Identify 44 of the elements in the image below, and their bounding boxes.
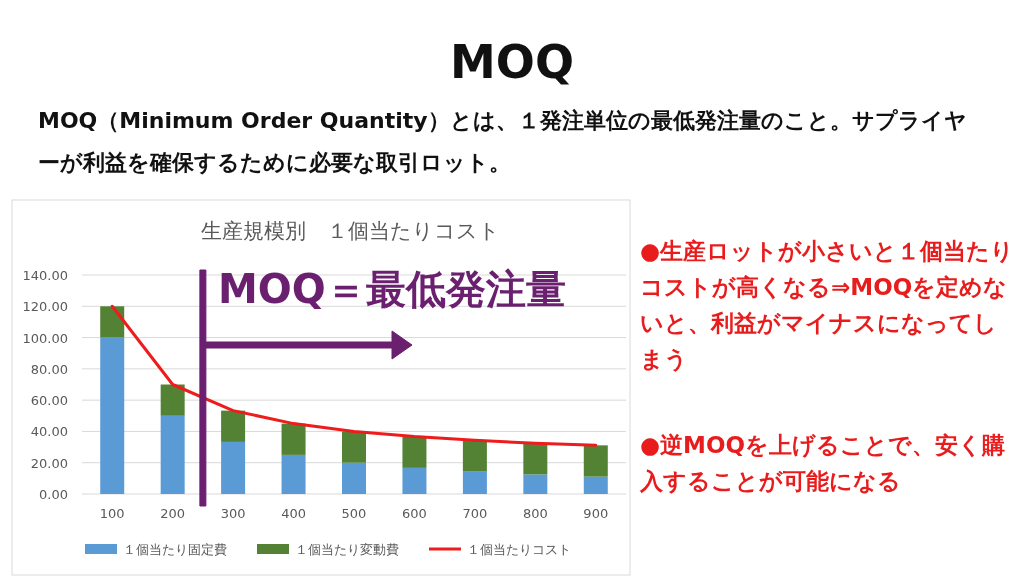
x-tick-label: 800	[522, 506, 548, 521]
bar	[342, 462, 366, 494]
bar	[402, 436, 427, 468]
y-tick-label: 140.00	[22, 268, 68, 283]
chart-title: MOQ	[450, 35, 574, 89]
x-tick-label: 300	[220, 506, 246, 521]
bar	[462, 440, 487, 472]
y-tick-label: 0.00	[39, 487, 68, 502]
y-tick-label: 40.00	[30, 424, 68, 440]
y-tick-label: 100.00	[22, 330, 68, 346]
bar	[583, 476, 608, 494]
bar	[462, 471, 487, 494]
bar	[221, 410, 246, 442]
text: ●逆MOQを上げることで、安く購入することが可能になる	[639, 432, 1006, 494]
bar	[221, 441, 246, 494]
x-tick-label: 100	[99, 506, 125, 521]
x-tick-label: 200	[160, 506, 186, 521]
bar	[523, 474, 548, 494]
x-tick-label: 500	[341, 506, 367, 521]
bar	[402, 467, 427, 494]
legend-label: １個当たり固定費	[123, 542, 227, 557]
legend-label: １個当たり変動費	[295, 542, 399, 557]
x-tick-label: 600	[402, 506, 427, 521]
y-tick-label: 120.00	[22, 299, 68, 315]
y-tick-label: 60.00	[30, 393, 68, 409]
legend-label: １個当たりコスト	[467, 542, 571, 557]
bar	[100, 306, 125, 338]
bar	[281, 454, 306, 494]
x-tick-label: 400	[281, 506, 306, 521]
y-tick-label: 80.00	[30, 361, 68, 377]
x-tick-label: 700	[462, 506, 488, 521]
chart-subtitle: MOQ（Minimum Order Quantity）とは、１発注単位の最低発注量のこと。サプライヤーが利益を確保するために必要な取引ロット。	[38, 108, 967, 175]
text: ●生産ロットが小さいと１個当たりコストが高くなる⇒MOQを定めないと、利益がマイナスになってしまう	[640, 238, 1015, 372]
bar	[342, 431, 366, 463]
annotation: MOQ＝最低発注量	[218, 266, 566, 312]
x-tick-label: 900	[583, 506, 609, 521]
bar	[100, 337, 125, 494]
bar	[160, 384, 185, 416]
bar	[523, 443, 548, 475]
bar	[160, 415, 185, 494]
y-tick-label: 20.00	[30, 455, 68, 471]
bar	[281, 423, 306, 455]
bar	[583, 445, 608, 477]
text: 生産規模別 １個当たりコスト	[200, 219, 500, 243]
